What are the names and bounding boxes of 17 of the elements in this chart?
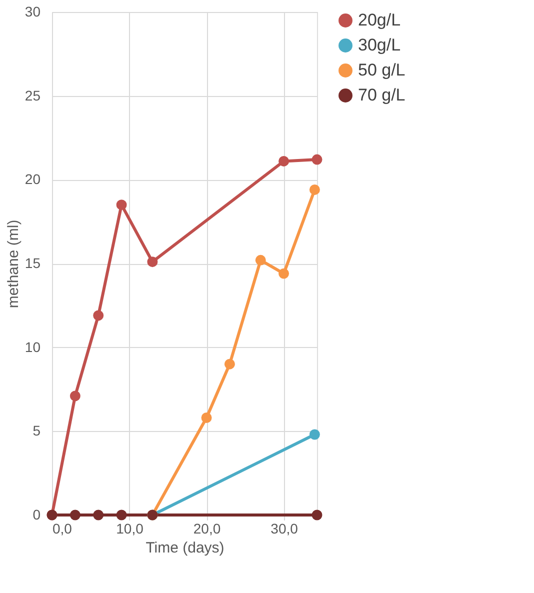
x-tick-label: 20,0 (193, 520, 221, 536)
y-axis-title: methane (ml) (4, 220, 22, 308)
y-tick-label: 15 (24, 255, 41, 271)
y-tick-label: 5 (32, 422, 41, 439)
legend-label: 50 g/L (358, 60, 406, 80)
x-tick-label: 30,0 (270, 520, 298, 536)
y-tick-label: 10 (24, 338, 41, 355)
x-tick-label: 10,0 (116, 520, 144, 536)
y-tick-label: 25 (24, 87, 41, 104)
legend-label: 20g/L (358, 10, 401, 30)
legend-label: 70 g/L (358, 86, 406, 104)
y-tick-label: 20 (24, 171, 41, 188)
y-tick-label: 30 (24, 4, 41, 20)
x-axis-title: Time (days) (146, 540, 224, 556)
legend-label: 30g/L (358, 36, 401, 54)
x-tick-label: 0,0 (52, 520, 72, 536)
y-tick-label: 0 (32, 506, 41, 522)
